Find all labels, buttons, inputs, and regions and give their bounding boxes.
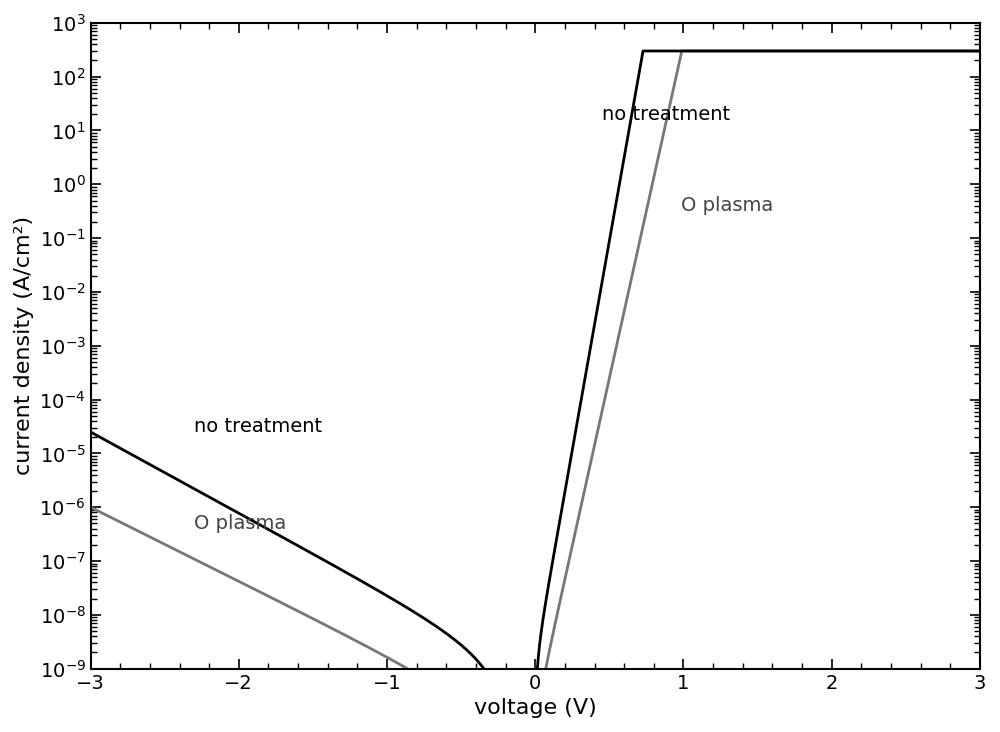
Text: O plasma: O plasma bbox=[681, 196, 773, 215]
Y-axis label: current density (A/cm²): current density (A/cm²) bbox=[14, 216, 34, 475]
Text: O plasma: O plasma bbox=[194, 514, 287, 533]
X-axis label: voltage (V): voltage (V) bbox=[474, 698, 597, 718]
Text: no treatment: no treatment bbox=[602, 105, 730, 124]
Text: no treatment: no treatment bbox=[194, 417, 322, 436]
